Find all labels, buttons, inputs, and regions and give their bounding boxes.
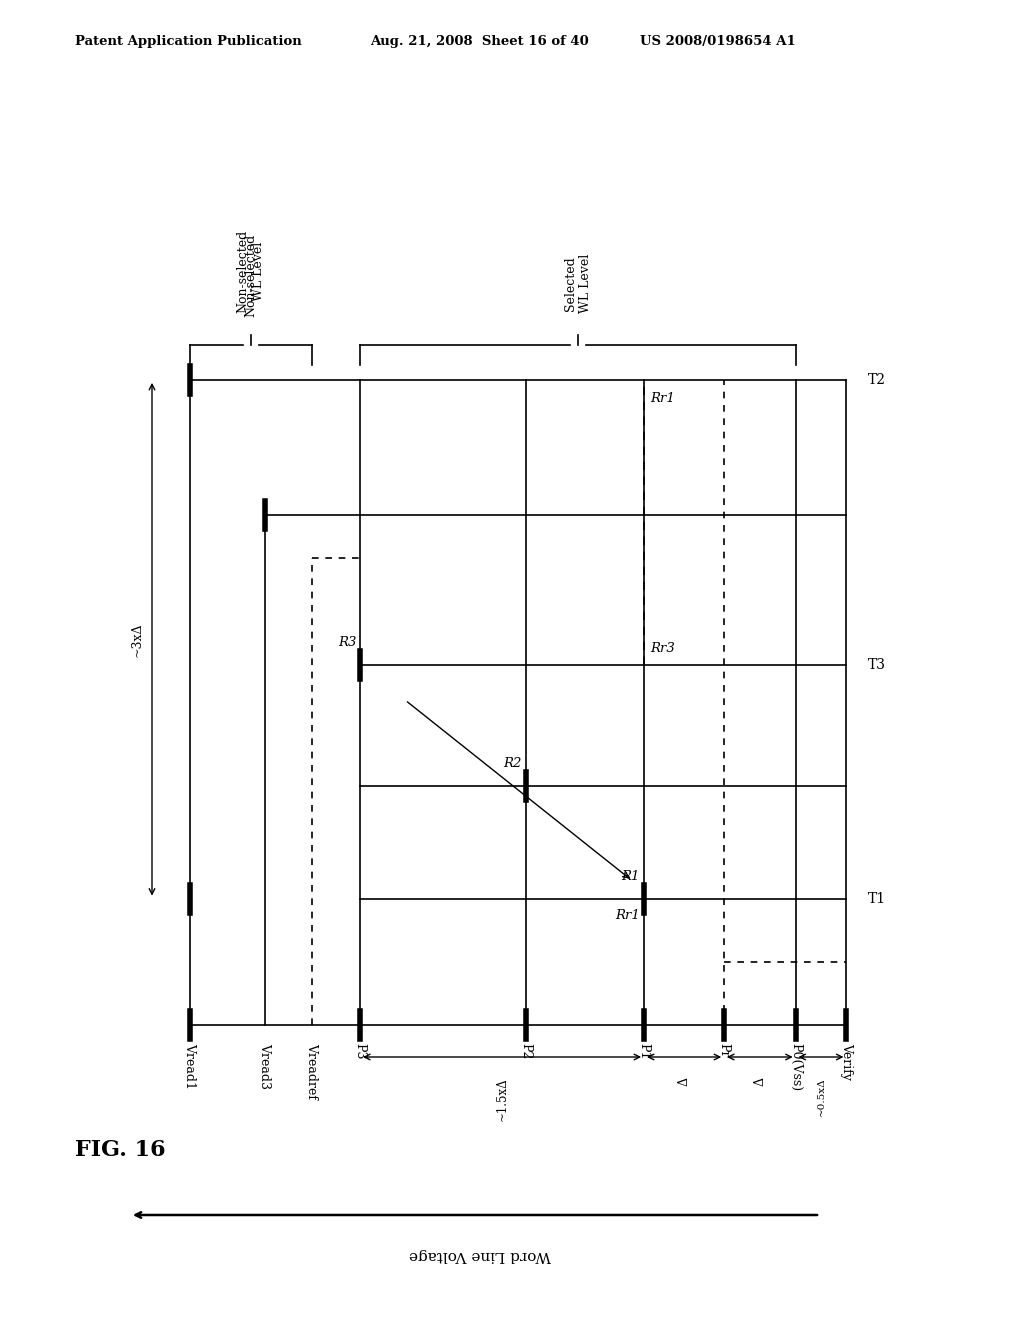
Text: Rr3: Rr3 (650, 642, 675, 655)
Text: Pr: Pr (718, 1043, 730, 1057)
Text: Non-selected: Non-selected (245, 234, 257, 317)
Text: Word Line Voltage: Word Line Voltage (409, 1247, 551, 1262)
Text: Vreadref: Vreadref (305, 1043, 318, 1100)
Text: Δ: Δ (754, 1077, 766, 1086)
Text: T2: T2 (868, 374, 887, 387)
Text: R1: R1 (622, 870, 640, 883)
Text: R2: R2 (504, 758, 522, 771)
Text: P3: P3 (353, 1043, 367, 1060)
Text: ~3xΔ: ~3xΔ (131, 622, 144, 656)
Text: T1: T1 (868, 891, 887, 906)
Text: ~0.5xΔ: ~0.5xΔ (816, 1077, 825, 1115)
Text: Verify: Verify (840, 1043, 853, 1080)
Text: Selected
WL Level: Selected WL Level (564, 253, 592, 313)
Text: Aug. 21, 2008  Sheet 16 of 40: Aug. 21, 2008 Sheet 16 of 40 (370, 36, 589, 48)
Text: Patent Application Publication: Patent Application Publication (75, 36, 302, 48)
Text: P2: P2 (519, 1043, 532, 1060)
Text: P1: P1 (638, 1043, 650, 1060)
Text: R3: R3 (338, 636, 356, 649)
Text: Rr1: Rr1 (615, 908, 640, 921)
Text: US 2008/0198654 A1: US 2008/0198654 A1 (640, 36, 796, 48)
Text: ~1.5xΔ: ~1.5xΔ (496, 1077, 509, 1121)
Text: Vread3: Vread3 (259, 1043, 271, 1089)
Text: Vread1: Vread1 (183, 1043, 197, 1089)
Text: T3: T3 (868, 659, 887, 672)
Text: Rr1: Rr1 (650, 392, 675, 405)
Text: Δ: Δ (678, 1077, 690, 1086)
Text: Non-selected
WL Level: Non-selected WL Level (237, 230, 265, 313)
Text: FIG. 16: FIG. 16 (75, 1139, 166, 1162)
Text: P0(Vss): P0(Vss) (790, 1043, 802, 1092)
